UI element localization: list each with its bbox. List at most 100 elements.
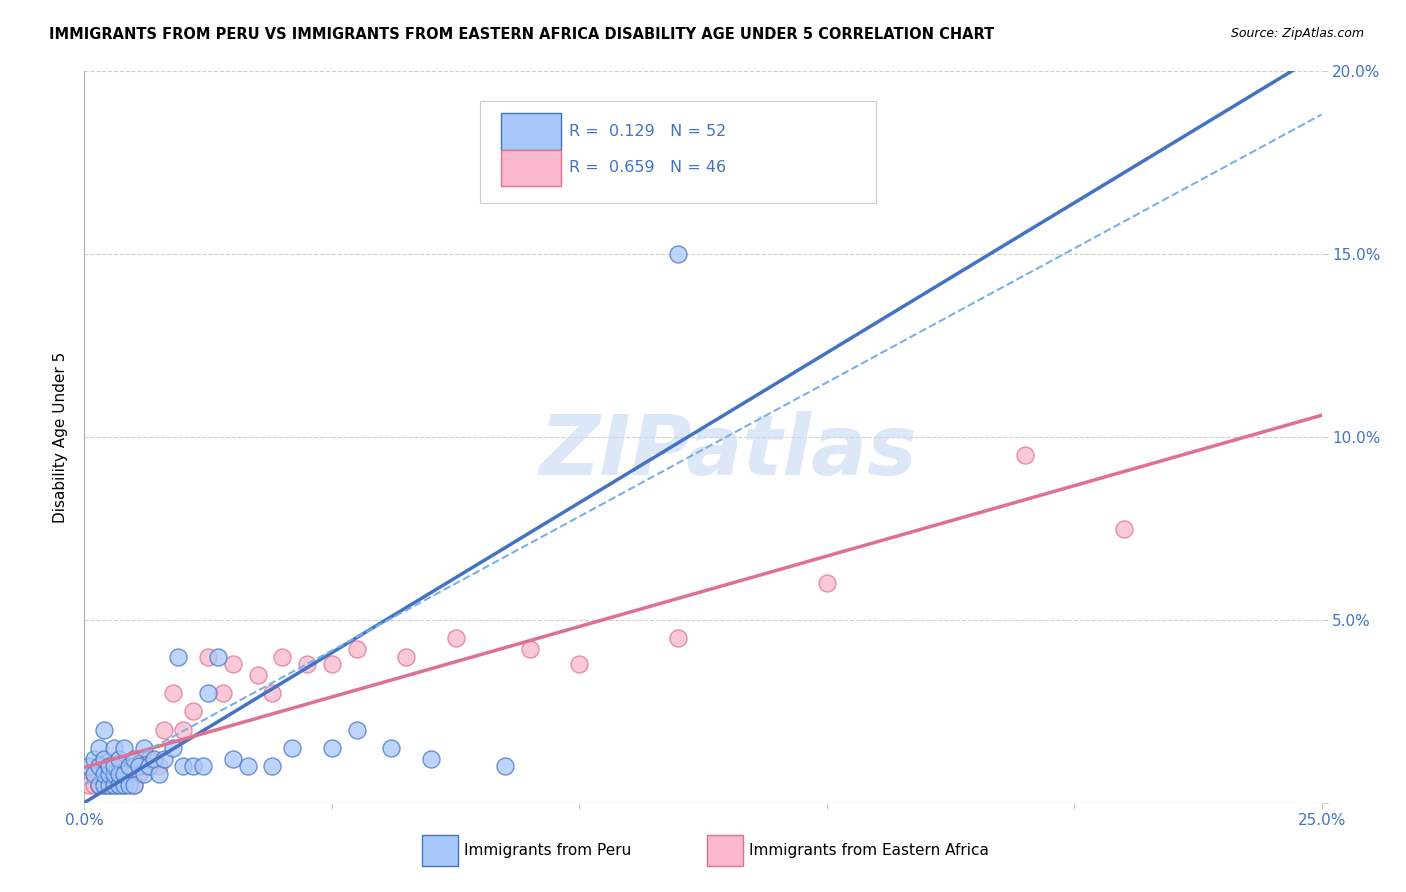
Point [79,759,101,773]
FancyBboxPatch shape [481,101,876,203]
Point [666,247,689,261]
Point [98,759,121,773]
Point [103,759,125,773]
Point [162,740,184,755]
Point [212,686,235,700]
Point [346,642,368,657]
Point [98,778,121,792]
Text: Source: ZipAtlas.com: Source: ZipAtlas.com [1230,27,1364,40]
Point [494,759,516,773]
Point [118,778,141,792]
Point [83,766,105,780]
Point [766,156,789,170]
Point [112,759,135,773]
Point [103,759,125,773]
Point [132,766,155,780]
Point [108,778,131,792]
Point [148,766,170,780]
Point [197,649,219,664]
Point [172,759,194,773]
Y-axis label: Disability Age Under 5: Disability Age Under 5 [53,351,69,523]
Point [246,667,269,681]
Point [568,657,591,671]
Point [108,778,131,792]
Point [98,778,121,792]
Point [118,759,141,773]
Point [122,752,145,766]
Point [128,766,150,780]
Point [519,642,541,657]
Point [89,759,111,773]
Point [103,778,125,792]
Point [815,576,838,591]
Point [128,759,150,773]
Point [152,723,174,737]
Point [108,766,131,780]
Point [346,723,368,737]
Point [122,778,145,792]
Point [1014,448,1036,462]
Point [89,740,111,755]
Text: R =  0.659   N = 46: R = 0.659 N = 46 [569,161,727,176]
Point [83,752,105,766]
Point [380,740,402,755]
Text: Immigrants from Peru: Immigrants from Peru [464,843,631,858]
Point [108,766,131,780]
Point [395,649,418,664]
Point [93,759,115,773]
Point [271,649,294,664]
Point [79,778,101,792]
Point [148,759,170,773]
Point [321,657,343,671]
Text: ZIPatlas: ZIPatlas [538,411,917,492]
Point [181,759,204,773]
Point [222,752,245,766]
Point [122,759,145,773]
Point [295,657,318,671]
Point [132,740,155,755]
Point [138,759,160,773]
Point [181,705,204,719]
Point [112,778,135,792]
Point [93,766,115,780]
Point [138,752,160,766]
Point [142,752,165,766]
FancyBboxPatch shape [422,835,458,866]
FancyBboxPatch shape [502,150,561,186]
Text: R =  0.129   N = 52: R = 0.129 N = 52 [569,124,727,139]
Point [112,778,135,792]
Point [93,723,115,737]
Point [1112,521,1135,535]
Point [108,752,131,766]
Point [666,632,689,646]
Point [103,778,125,792]
Point [83,766,105,780]
Point [98,766,121,780]
FancyBboxPatch shape [502,113,561,150]
Text: Immigrants from Eastern Africa: Immigrants from Eastern Africa [749,843,988,858]
Point [112,740,135,755]
Point [83,778,105,792]
Point [321,740,343,755]
Point [89,778,111,792]
Point [98,759,121,773]
Text: IMMIGRANTS FROM PERU VS IMMIGRANTS FROM EASTERN AFRICA DISABILITY AGE UNDER 5 CO: IMMIGRANTS FROM PERU VS IMMIGRANTS FROM … [49,27,994,42]
Point [118,766,141,780]
Point [93,752,115,766]
Point [93,766,115,780]
Point [167,649,190,664]
Point [103,740,125,755]
Point [191,759,214,773]
Point [98,766,121,780]
Point [93,778,115,792]
Point [197,686,219,700]
Point [103,766,125,780]
Point [89,766,111,780]
Point [207,649,229,664]
Point [152,752,174,766]
Point [262,759,284,773]
Point [162,686,184,700]
Point [89,778,111,792]
Point [103,766,125,780]
Point [444,632,467,646]
